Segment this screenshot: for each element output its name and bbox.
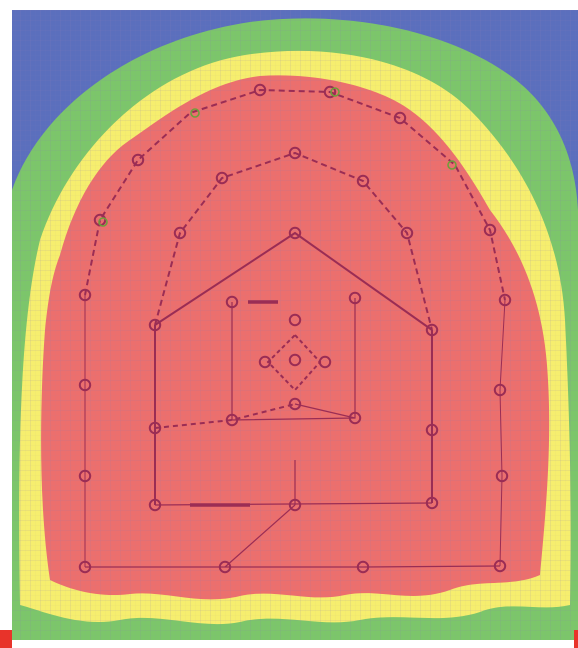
survey-point <box>483 223 497 237</box>
survey-point <box>131 153 145 167</box>
survey-point <box>425 423 439 437</box>
survey-point <box>253 83 267 97</box>
survey-point <box>288 397 302 411</box>
survey-point <box>148 318 162 332</box>
survey-point <box>495 469 509 483</box>
survey-point <box>356 560 370 574</box>
survey-point <box>348 411 362 425</box>
diag-lower <box>224 504 296 568</box>
corner-marker-left <box>0 630 12 648</box>
roof-path <box>154 231 433 331</box>
survey-point <box>78 378 92 392</box>
survey-point <box>288 353 302 367</box>
edge-mark <box>190 108 200 118</box>
survey-point <box>78 560 92 574</box>
survey-point <box>348 291 362 305</box>
inner-dashed-path <box>154 151 433 331</box>
survey-point <box>393 111 407 125</box>
survey-point <box>218 560 232 574</box>
survey-point <box>78 288 92 302</box>
survey-point <box>425 323 439 337</box>
edge-marks <box>98 87 457 227</box>
corner-marker-right <box>574 630 578 648</box>
survey-point <box>425 496 439 510</box>
survey-point <box>288 313 302 327</box>
survey-point <box>288 146 302 160</box>
edge-mark <box>447 160 457 170</box>
edge-mark <box>330 87 340 97</box>
survey-point <box>148 498 162 512</box>
survey-point <box>225 413 239 427</box>
survey-point <box>148 421 162 435</box>
right-outer-v <box>499 299 506 567</box>
survey-point <box>78 469 92 483</box>
connection-lines <box>84 88 506 568</box>
bottom-row <box>85 565 501 568</box>
survey-point <box>288 498 302 512</box>
survey-point <box>493 383 507 397</box>
survey-point <box>318 355 332 369</box>
survey-point <box>173 226 187 240</box>
survey-point <box>400 226 414 240</box>
inner-box <box>231 298 356 421</box>
center-diamond <box>266 333 322 392</box>
survey-point <box>356 174 370 188</box>
survey-point <box>493 559 507 573</box>
survey-point <box>288 226 302 240</box>
edge-mark <box>98 217 108 227</box>
survey-point <box>225 295 239 309</box>
survey-points <box>78 83 512 574</box>
survey-point <box>215 171 229 185</box>
outer-dashed-path <box>84 88 506 301</box>
survey-point <box>323 85 337 99</box>
mid-dashed <box>154 403 296 429</box>
survey-point <box>258 355 272 369</box>
survey-point <box>498 293 512 307</box>
mid-solid <box>294 403 356 419</box>
